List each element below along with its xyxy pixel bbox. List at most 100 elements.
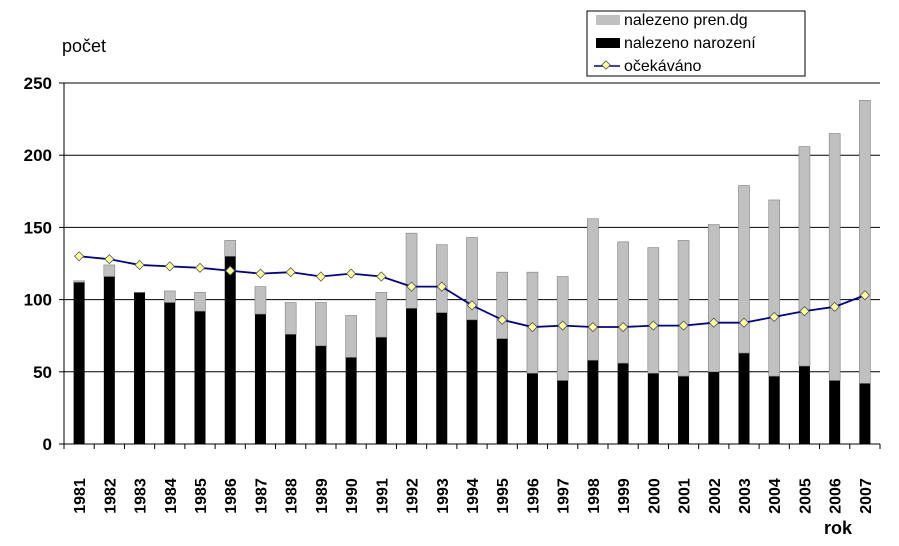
bar-pren-dg	[435, 244, 448, 313]
bar-narozeni	[345, 357, 357, 444]
x-tick-label: 1990	[344, 478, 361, 514]
legend-box	[586, 10, 806, 77]
marker-ocekavano	[799, 306, 810, 317]
bars	[73, 100, 871, 444]
bar-pren-dg	[828, 133, 841, 381]
y-tick-label: 100	[24, 291, 52, 310]
marker-ocekavano	[104, 254, 115, 265]
x-tick-label: 2004	[767, 478, 784, 514]
marker-ocekavano	[376, 271, 387, 282]
marker-ocekavano	[557, 320, 568, 331]
bar-pren-dg	[677, 240, 690, 377]
marker-ocekavano	[436, 281, 447, 292]
marker-ocekavano	[225, 265, 236, 276]
bar-pren-dg	[768, 199, 781, 377]
bar-pren-dg	[254, 286, 267, 315]
x-tick-label: 2007	[858, 478, 875, 514]
x-tick-label: 1998	[586, 478, 603, 514]
x-tick-label: 1987	[253, 478, 270, 514]
x-tick-label: 1999	[616, 478, 633, 514]
legend-label-narozeni: nalezeno narození	[624, 35, 756, 52]
x-axis-label: rok	[824, 518, 853, 538]
x-tick-label: 1982	[102, 478, 119, 514]
bar-narozeni	[587, 360, 599, 444]
bar-narozeni	[768, 376, 780, 444]
axes	[63, 83, 880, 445]
bar-pren-dg	[284, 302, 297, 335]
bar-narozeni	[678, 376, 690, 444]
marker-ocekavano	[829, 301, 840, 312]
bar-narozeni	[496, 338, 508, 444]
marker-ocekavano	[194, 262, 206, 273]
bar-narozeni	[829, 380, 841, 444]
x-tick-label: 1992	[405, 478, 422, 514]
x-tick-label: 2001	[677, 478, 694, 514]
bar-narozeni	[406, 308, 418, 444]
y-axis-label: počet	[62, 36, 106, 56]
x-tick-label: 1984	[163, 478, 180, 514]
x-tick-labels: 1981 1982 1983 1984 1985 1986 1987 1988 1989 1990…	[63, 444, 881, 514]
y-tick-label: 150	[24, 218, 52, 237]
bar-narozeni	[738, 353, 750, 444]
x-tick-label: 1994	[465, 478, 482, 514]
bar-narozeni	[254, 314, 266, 444]
marker-ocekavano	[466, 300, 478, 311]
bar-narozeni	[798, 366, 810, 444]
bar-pren-dg	[163, 290, 176, 303]
marker-ocekavano	[859, 290, 870, 301]
bar-pren-dg	[73, 280, 85, 283]
y-tick-label: 0	[43, 435, 52, 454]
bar-pren-dg	[224, 240, 237, 257]
bar-pren-dg	[466, 237, 478, 321]
bar-pren-dg	[859, 100, 871, 384]
marker-ocekavano	[587, 321, 598, 333]
x-tick-label: 2002	[707, 478, 724, 514]
bar-pren-dg	[405, 232, 418, 309]
bar-narozeni	[73, 282, 85, 444]
marker-ocekavano	[255, 268, 266, 279]
legend-swatch-ocekavano-marker	[601, 60, 611, 70]
bar-narozeni	[466, 319, 478, 444]
marker-ocekavano	[497, 314, 508, 325]
bar-pren-dg	[707, 224, 720, 373]
bar-pren-dg	[647, 247, 660, 374]
bar-narozeni	[285, 334, 297, 444]
marker-ocekavano	[164, 261, 175, 272]
marker-ocekavano	[134, 259, 145, 271]
bar-pren-dg	[345, 315, 357, 358]
y-tick-labels: 0 50 100 150 200 250	[24, 74, 64, 454]
x-tick-label: 1995	[495, 478, 512, 514]
bar-pren-dg	[103, 264, 116, 277]
marker-ocekavano	[738, 317, 750, 328]
line-series	[74, 251, 870, 333]
bar-narozeni	[375, 337, 387, 444]
bar-pren-dg	[617, 241, 629, 364]
marker-ocekavano	[527, 321, 538, 333]
x-tick-label: 1989	[314, 478, 331, 514]
bar-pren-dg	[315, 302, 327, 347]
bar-narozeni	[224, 256, 236, 444]
x-tick-label: 1981	[72, 478, 89, 514]
bar-pren-dg	[496, 271, 509, 339]
marker-ocekavano	[618, 321, 629, 333]
bar-narozeni	[103, 276, 115, 444]
bar-pren-dg	[587, 218, 599, 361]
bar-narozeni	[164, 302, 176, 444]
x-tick-label: 2005	[797, 478, 814, 514]
marker-ocekavano	[315, 271, 326, 282]
marker-ocekavano	[708, 317, 719, 328]
x-tick-label: 1988	[284, 478, 301, 514]
bar-narozeni	[859, 383, 871, 444]
x-tick-label: 2003	[737, 478, 754, 514]
legend-swatch-pren-dg	[596, 15, 620, 25]
marker-ocekavano	[648, 320, 659, 331]
legend-swatch-narozeni	[596, 38, 620, 48]
bar-narozeni	[617, 363, 629, 444]
x-tick-label: 1993	[435, 478, 452, 514]
bar-pren-dg	[738, 185, 750, 354]
marker-ocekavano	[769, 311, 780, 323]
bar-pren-dg	[798, 146, 811, 367]
legend-label-ocekavano: očekáváno	[624, 58, 701, 75]
marker-ocekavano	[678, 320, 689, 331]
